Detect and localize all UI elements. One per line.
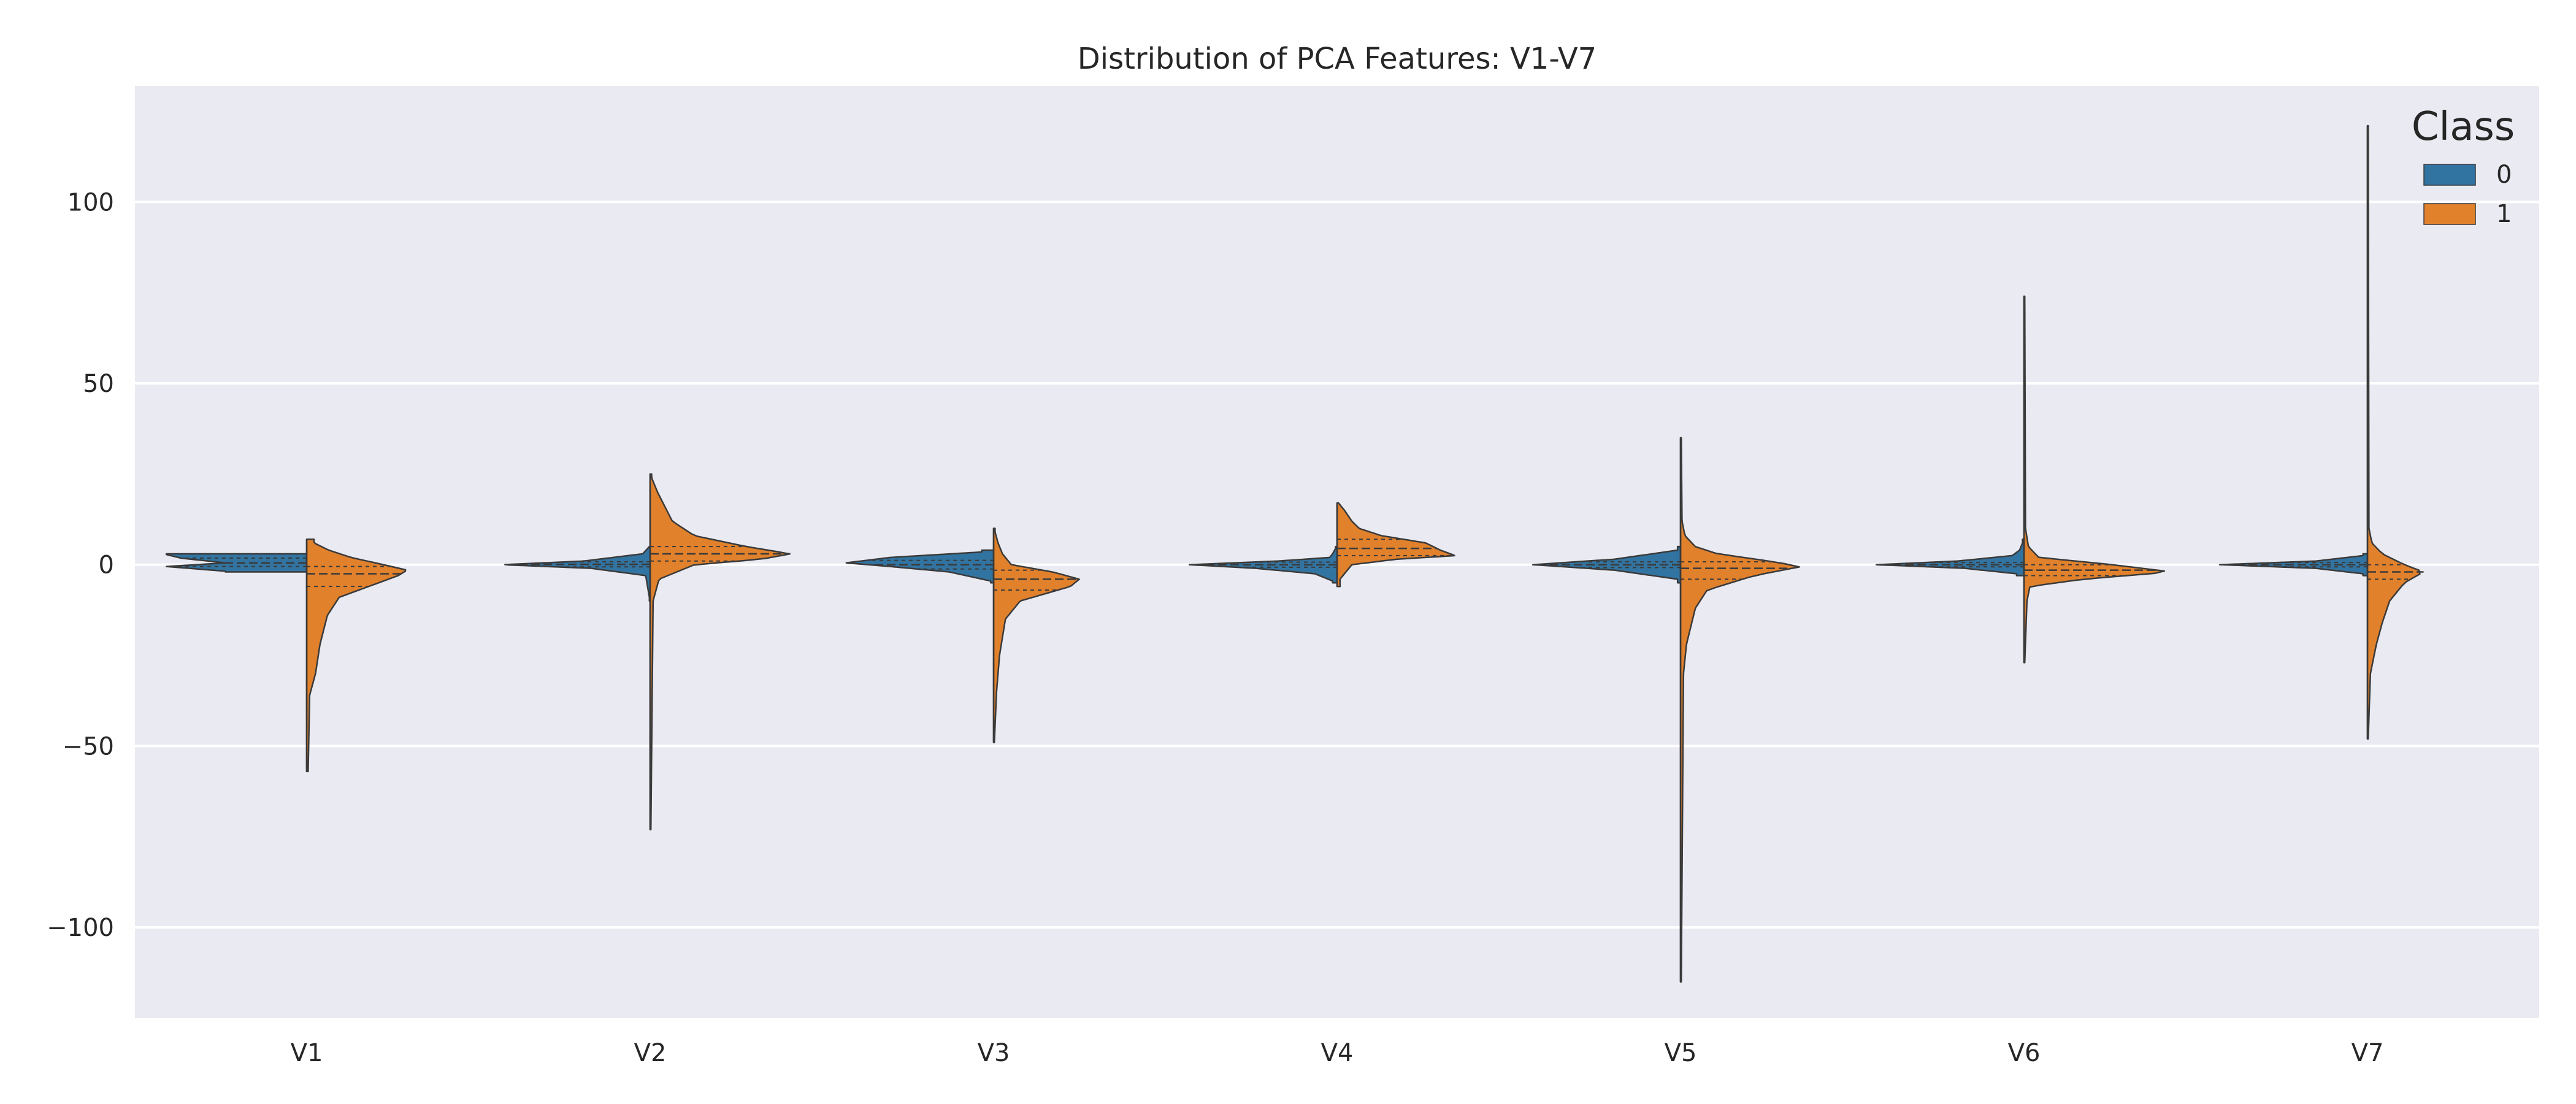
- y-tick-label: −100: [47, 914, 114, 942]
- violin-V1-class-1: [305, 539, 407, 773]
- y-tick-label: −50: [63, 732, 114, 761]
- violin-V5-class-1: [1679, 437, 1800, 983]
- x-tick-label: V3: [978, 1039, 1010, 1067]
- y-tick-label: 50: [83, 370, 114, 398]
- violin-body: [305, 539, 407, 773]
- violin-V4-class-1: [1336, 502, 1455, 588]
- violin-V3-class-0: [845, 549, 995, 584]
- y-tick-label: 100: [67, 188, 114, 217]
- legend-swatch-class-1: [2423, 203, 2476, 225]
- x-tick-label: V5: [1665, 1039, 1697, 1067]
- legend-label: 0: [2496, 161, 2512, 189]
- violin-body: [1336, 502, 1455, 588]
- x-axis-ticks: V1 V2 V3 V4 V5 V6 V7: [291, 1039, 2384, 1067]
- chart-title: Distribution of PCA Features: V1-V7: [1078, 42, 1597, 76]
- x-tick-label: V6: [2008, 1039, 2041, 1067]
- violin-V4-class-0: [1188, 545, 1338, 584]
- violin-body: [845, 549, 995, 584]
- violin-V2-class-1: [649, 473, 791, 830]
- violin-body: [2366, 125, 2421, 740]
- violin-V6-class-1: [2023, 295, 2166, 664]
- violin-body: [992, 527, 1080, 743]
- x-tick-label: V1: [291, 1039, 323, 1067]
- legend-title: Class: [2412, 104, 2515, 150]
- x-tick-label: V2: [634, 1039, 667, 1067]
- violins: [165, 125, 2424, 983]
- violin-V1-class-0: [165, 553, 308, 573]
- y-tick-label: 0: [99, 551, 114, 580]
- x-tick-label: V4: [1321, 1039, 1354, 1067]
- legend: Class 0 1: [2412, 104, 2515, 228]
- violin-body: [504, 545, 651, 602]
- x-tick-label: V7: [2352, 1039, 2384, 1067]
- violin-V7-class-0: [2218, 553, 2369, 577]
- y-axis-ticks: −100 −50 0 50 100: [47, 188, 114, 942]
- legend-label: 1: [2496, 200, 2512, 228]
- violin-body: [649, 473, 791, 830]
- violin-V6-class-0: [1875, 539, 2025, 577]
- legend-swatch-class-0: [2423, 164, 2476, 186]
- violin-V3-class-1: [992, 527, 1080, 743]
- violin-V5-class-0: [1531, 545, 1682, 584]
- violin-body: [1679, 437, 1800, 983]
- violin-body: [2023, 295, 2166, 664]
- violin-V2-class-0: [504, 545, 651, 602]
- violin-V7-class-1: [2366, 125, 2424, 740]
